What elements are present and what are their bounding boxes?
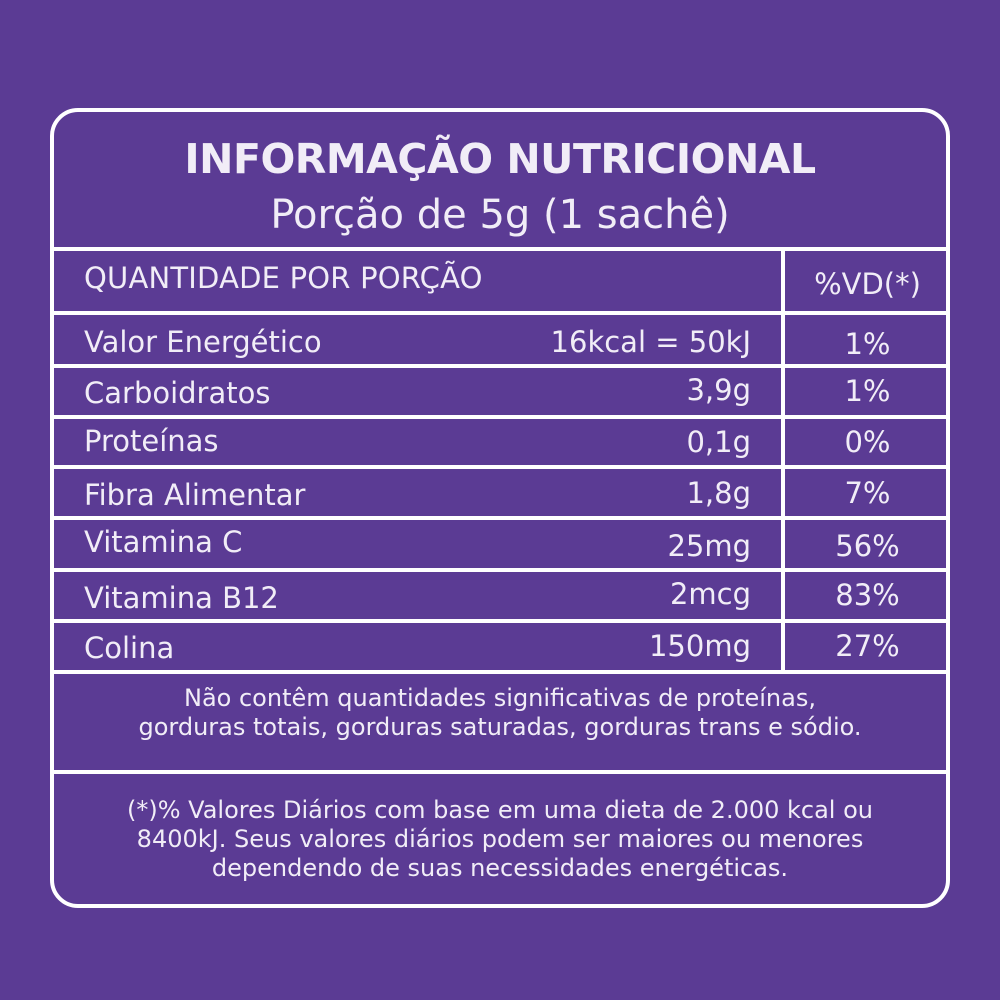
row-vd: 27% xyxy=(835,629,900,663)
row-vd: 7% xyxy=(844,476,891,510)
row-amount: 150mg xyxy=(648,629,751,663)
column-divider xyxy=(781,247,785,674)
row-amount: 16kcal = 50kJ xyxy=(550,325,751,359)
divider-row-4 xyxy=(54,516,946,520)
row-name: Carboidratos xyxy=(84,376,271,410)
nutrient-disclaimer-line-2: gorduras totais, gorduras saturadas, gor… xyxy=(138,713,862,741)
divider-header xyxy=(54,247,946,251)
row-name: Valor Energético xyxy=(84,325,322,359)
row-vd: 1% xyxy=(844,374,891,408)
divider-row-6 xyxy=(54,619,946,623)
row-name: Vitamina C xyxy=(84,525,243,559)
row-vd: 56% xyxy=(835,529,900,563)
row-amount: 3,9g xyxy=(686,373,751,407)
daily-values-footnote-line-1: (*)% Valores Diários com base em uma die… xyxy=(126,796,873,824)
serving-size: Porção de 5g (1 sachê) xyxy=(270,192,730,238)
row-name: Vitamina B12 xyxy=(84,581,279,615)
row-vd: 0% xyxy=(844,425,891,459)
row-amount: 1,8g xyxy=(686,476,751,510)
nutrition-title: INFORMAÇÃO NUTRICIONAL xyxy=(184,135,816,183)
column-header-vd: %VD(*) xyxy=(814,267,921,301)
divider-notes xyxy=(54,770,946,774)
row-name: Colina xyxy=(84,631,175,665)
row-name: Fibra Alimentar xyxy=(84,478,306,512)
row-amount: 0,1g xyxy=(686,425,751,459)
nutrient-disclaimer-line-1: Não contêm quantidades significativas de… xyxy=(184,684,816,712)
row-amount: 2mcg xyxy=(669,577,751,611)
divider-row-1 xyxy=(54,364,946,368)
row-vd: 83% xyxy=(835,578,900,612)
divider-row-5 xyxy=(54,568,946,572)
divider-table-bottom xyxy=(54,670,946,674)
divider-column-header xyxy=(54,311,946,315)
daily-values-footnote-line-3: dependendo de suas necessidades energéti… xyxy=(211,854,789,882)
divider-row-2 xyxy=(54,415,946,419)
row-name: Proteínas xyxy=(84,424,219,458)
row-amount: 25mg xyxy=(667,529,751,563)
divider-row-3 xyxy=(54,465,946,469)
nutrition-facts-panel: INFORMAÇÃO NUTRICIONAL Porção de 5g (1 s… xyxy=(50,108,950,908)
column-header-quantity: QUANTIDADE POR PORÇÃO xyxy=(84,261,483,295)
row-vd: 1% xyxy=(844,327,891,361)
daily-values-footnote-line-2: 8400kJ. Seus valores diários podem ser m… xyxy=(136,825,864,853)
